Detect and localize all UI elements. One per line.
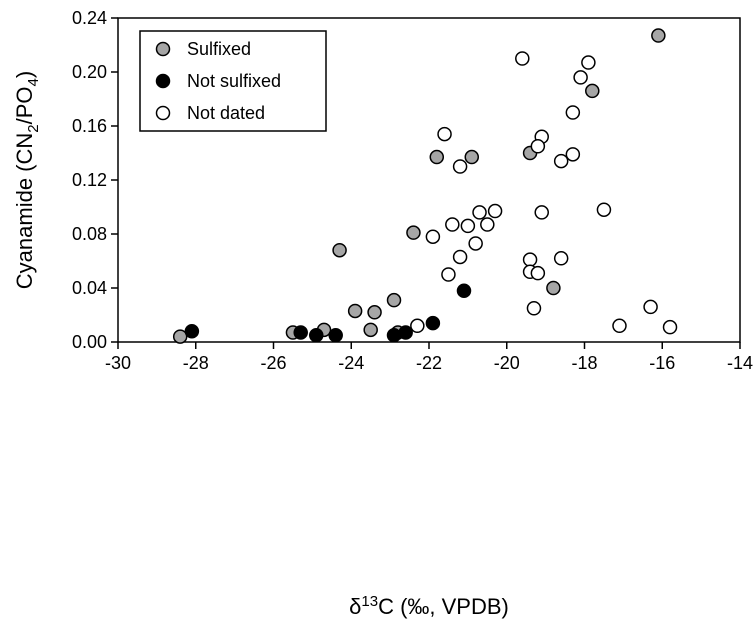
data-point-not-dated [553,251,569,266]
data-point-not-dated [526,301,542,316]
legend: Sulfixed Not sulfixed Not dated [139,30,327,132]
data-point-not-dated [437,126,452,142]
data-point-not-sulfixed [328,328,343,343]
legend-marker-not-sulfixed [155,73,171,89]
data-point-not-sulfixed [293,325,308,340]
data-point-not-dated [581,55,596,70]
y-tick-label: 0.20 [72,62,107,82]
y-tick-label: 0.16 [72,116,107,136]
data-point-not-dated [553,153,569,169]
x-axis-title: δ13C (‰, VPDB) [349,593,509,619]
data-point-not-dated [468,236,483,251]
data-point-sulfixed [363,322,378,338]
data-point-not-dated [472,205,487,220]
y-axis-title: Cyanamide (CN2/PO4) [12,71,42,289]
axis-ticks [111,17,741,349]
data-point-not-dated [452,159,468,174]
data-point-not-dated [643,299,658,315]
tick-labels: -30 -28 -26 -24 -22 -20 -18 -16 -14 0.00 0.04 0.08 0… [72,8,753,373]
data-point-sulfixed [386,292,402,308]
data-point-not-dated [565,147,581,162]
data-point-not-sulfixed [184,323,200,339]
data-point-not-dated [487,203,503,219]
data-point-not-dated [480,217,495,232]
x-tick-label: -24 [338,353,364,373]
legend-label-not-dated: Not dated [187,103,265,123]
y-tick-label: 0.04 [72,278,107,298]
data-point-not-dated [530,139,546,154]
data-point-sulfixed [406,225,421,240]
data-point-sulfixed [585,83,600,99]
legend-box [139,30,327,132]
data-point-not-dated [522,252,538,267]
data-point-sulfixed [347,303,363,319]
data-point-not-sulfixed [309,328,324,343]
data-point-not-dated [530,265,546,281]
data-point-not-dated [596,202,612,217]
x-tick-label: -22 [416,353,442,373]
x-tick-label: -14 [727,353,753,373]
x-tick-label: -26 [260,353,286,373]
data-point-not-dated [410,318,425,334]
data-point-sulfixed [172,329,188,344]
data-point-not-dated [662,319,678,335]
data-point-not-dated [445,217,460,232]
legend-marker-sulfixed [155,41,171,57]
data-point-not-dated [612,318,627,334]
y-tick-label: 0.12 [72,170,107,190]
data-point-sulfixed [651,28,666,43]
data-point-not-dated [460,218,476,234]
data-point-not-dated [515,51,530,66]
data-point-not-sulfixed [398,325,413,340]
data-point-not-dated [565,105,581,120]
data-point-not-dated [573,70,588,85]
legend-label-not-sulfixed: Not sulfixed [187,71,281,91]
data-point-not-dated [441,267,456,282]
x-tick-label: -16 [649,353,675,373]
y-tick-label: 0.08 [72,224,107,244]
data-point-not-dated [425,229,441,244]
data-point-not-sulfixed [425,315,441,331]
x-tick-label: -30 [105,353,131,373]
data-point-sulfixed [367,305,382,320]
legend-marker-not-dated [155,105,171,121]
data-point-not-sulfixed [456,283,472,298]
data-point-sulfixed [464,149,480,165]
y-tick-label: 0.24 [72,8,107,28]
data-point-not-sulfixed [386,328,402,343]
data-point-sulfixed [546,280,561,296]
data-point-not-dated [534,205,549,220]
data-point-sulfixed [429,149,445,165]
x-tick-label: -18 [571,353,597,373]
data-point-not-dated [452,249,468,265]
data-points [172,28,678,344]
x-tick-label: -20 [494,353,520,373]
data-point-sulfixed [332,242,347,258]
legend-label-sulfixed: Sulfixed [187,39,251,59]
y-tick-label: 0.00 [72,332,107,352]
x-tick-label: -28 [183,353,209,373]
